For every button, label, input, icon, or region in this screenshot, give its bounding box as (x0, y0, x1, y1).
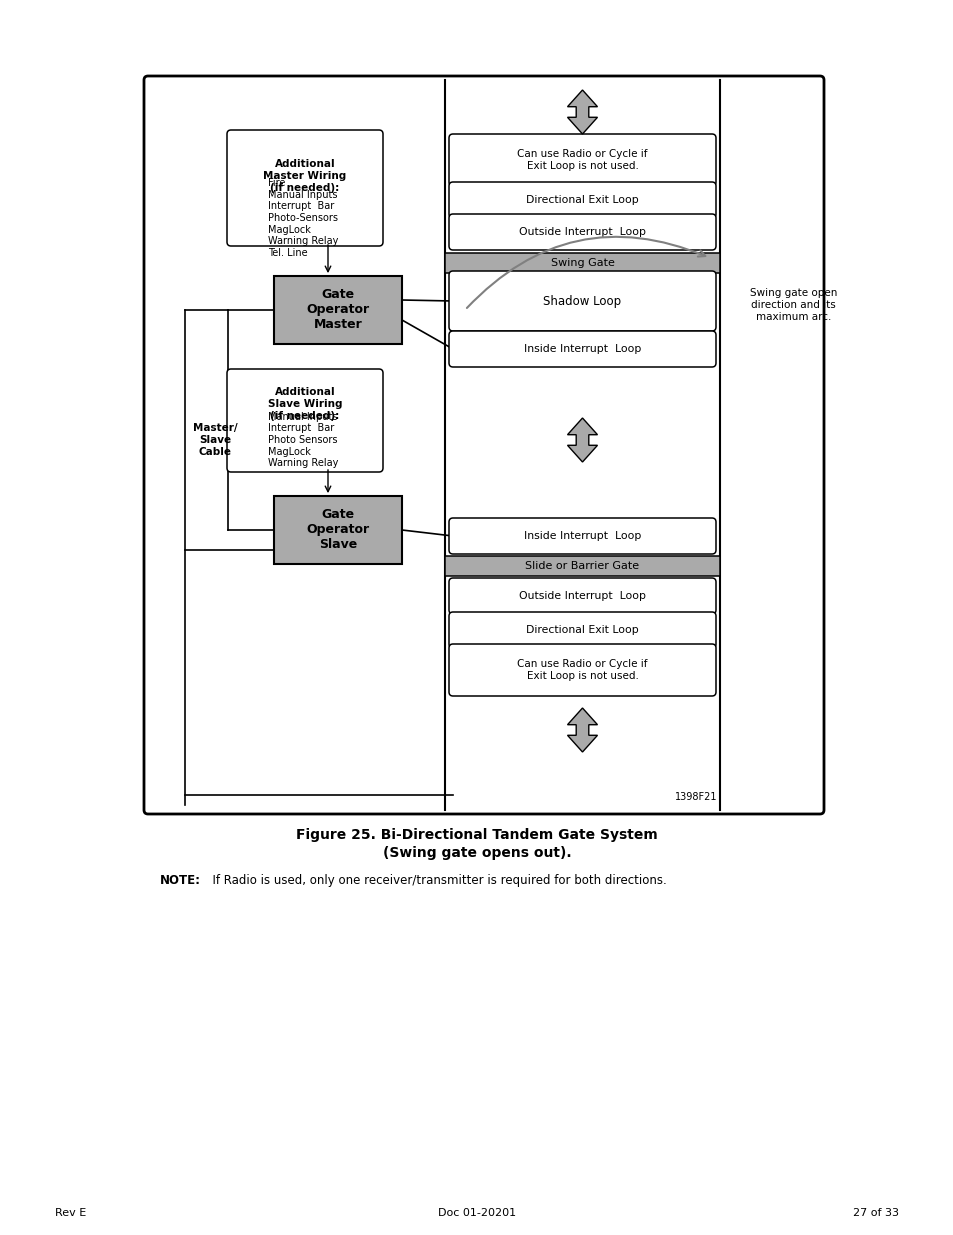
Text: (Swing gate opens out).: (Swing gate opens out). (382, 846, 571, 860)
FancyBboxPatch shape (144, 77, 823, 814)
Text: 1398F21: 1398F21 (674, 792, 717, 802)
Text: Gate
Operator
Master: Gate Operator Master (306, 289, 369, 331)
Text: Can use Radio or Cycle if
Exit Loop is not used.: Can use Radio or Cycle if Exit Loop is n… (517, 149, 647, 170)
Bar (274, 496, 401, 564)
Text: Rev E: Rev E (55, 1208, 86, 1218)
FancyBboxPatch shape (449, 331, 716, 367)
Text: Master/
Slave
Cable: Master/ Slave Cable (193, 424, 237, 457)
Polygon shape (567, 708, 597, 752)
FancyBboxPatch shape (449, 613, 716, 648)
Text: Fire
Manual Inputs
Interrupt  Bar
Photo-Sensors
MagLock
Warning Relay
Tel. Line: Fire Manual Inputs Interrupt Bar Photo-S… (268, 178, 337, 258)
FancyBboxPatch shape (227, 130, 382, 246)
Text: Directional Exit Loop: Directional Exit Loop (525, 195, 639, 205)
Text: Inside Interrupt  Loop: Inside Interrupt Loop (523, 531, 640, 541)
FancyBboxPatch shape (449, 270, 716, 331)
Polygon shape (567, 417, 597, 462)
Text: Outside Interrupt  Loop: Outside Interrupt Loop (518, 227, 645, 237)
Text: Inside Interrupt  Loop: Inside Interrupt Loop (523, 345, 640, 354)
Bar (274, 275, 401, 345)
Polygon shape (567, 90, 597, 135)
FancyBboxPatch shape (227, 369, 382, 472)
Text: Additional
Slave Wiring
(if needed):: Additional Slave Wiring (if needed): (268, 388, 342, 421)
Text: Outside Interrupt  Loop: Outside Interrupt Loop (518, 592, 645, 601)
Text: 27 of 33: 27 of 33 (852, 1208, 898, 1218)
Text: Slide or Barrier Gate: Slide or Barrier Gate (525, 561, 639, 571)
FancyBboxPatch shape (449, 643, 716, 697)
FancyBboxPatch shape (449, 578, 716, 614)
Text: Shadow Loop: Shadow Loop (543, 294, 621, 308)
FancyBboxPatch shape (449, 517, 716, 555)
FancyBboxPatch shape (449, 135, 716, 186)
Bar (444, 556, 720, 576)
Text: Additional
Master Wiring
(if needed):: Additional Master Wiring (if needed): (263, 159, 346, 193)
Text: Gate
Operator
Slave: Gate Operator Slave (306, 509, 369, 552)
FancyBboxPatch shape (449, 214, 716, 249)
Text: Swing Gate: Swing Gate (550, 258, 614, 268)
Text: Manual Inputs
Interrupt  Bar
Photo Sensors
MagLock
Warning Relay: Manual Inputs Interrupt Bar Photo Sensor… (268, 411, 337, 468)
Text: Swing gate open
direction and its
maximum arc.: Swing gate open direction and its maximu… (749, 289, 837, 321)
Text: Can use Radio or Cycle if
Exit Loop is not used.: Can use Radio or Cycle if Exit Loop is n… (517, 659, 647, 680)
Text: Directional Exit Loop: Directional Exit Loop (525, 625, 639, 635)
Bar (444, 253, 720, 273)
Text: If Radio is used, only one receiver/transmitter is required for both directions.: If Radio is used, only one receiver/tran… (205, 874, 666, 887)
Text: NOTE:: NOTE: (160, 874, 201, 887)
FancyBboxPatch shape (449, 182, 716, 219)
Text: Figure 25. Bi-Directional Tandem Gate System: Figure 25. Bi-Directional Tandem Gate Sy… (295, 827, 658, 842)
Text: Doc 01-20201: Doc 01-20201 (437, 1208, 516, 1218)
